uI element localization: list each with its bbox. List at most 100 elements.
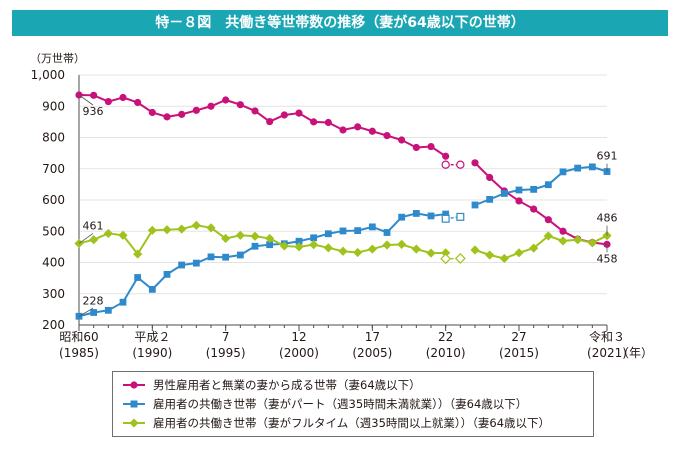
data-point	[339, 227, 347, 235]
x-tick-label-year: (1990)	[132, 346, 172, 360]
x-tick-label-year: (2005)	[352, 346, 392, 360]
y-tick-label: 700	[42, 162, 65, 176]
y-axis-unit: （万世帯）	[30, 52, 85, 65]
x-tick-label-year: (2000)	[279, 346, 319, 360]
data-point	[147, 225, 157, 235]
x-tick-label-era: 27	[511, 330, 526, 344]
grid-lines	[79, 74, 607, 295]
data-point	[441, 248, 451, 258]
data-point	[515, 197, 523, 205]
data-label-leader	[78, 233, 94, 244]
data-point	[559, 168, 567, 176]
data-point	[251, 107, 259, 115]
data-label: 461	[83, 219, 104, 232]
hollow-data-point	[454, 252, 466, 264]
data-point	[310, 118, 318, 126]
x-tick-label-year: (1995)	[206, 346, 246, 360]
data-label: 936	[83, 105, 104, 118]
data-point	[104, 306, 112, 314]
data-point	[162, 225, 172, 235]
series-lines	[74, 91, 612, 320]
data-point	[485, 250, 495, 260]
data-point	[500, 190, 508, 197]
figure-title: 特－８図 共働き等世帯数の推移（妻が64歳以下の世帯）	[155, 15, 525, 31]
data-point	[529, 243, 539, 253]
y-tick-label: 900	[42, 99, 65, 113]
data-point	[530, 185, 538, 193]
figure-title-bar: 特－８図 共働き等世帯数の推移（妻が64歳以下の世帯）	[12, 10, 668, 36]
data-point	[514, 248, 524, 258]
legend-label: 男性雇用者と無業の妻から成る世帯（妻64歳以下）	[153, 378, 421, 392]
data-point	[178, 261, 186, 269]
series-line-2	[474, 234, 608, 260]
y-tick-label: 200	[42, 318, 65, 332]
data-point	[279, 241, 289, 251]
data-point	[310, 234, 318, 242]
data-label: 228	[83, 294, 104, 307]
x-tick-label-year: (2021)	[587, 346, 627, 360]
data-point	[544, 181, 552, 189]
data-label-leader	[78, 307, 94, 317]
data-point	[266, 241, 274, 249]
data-point	[368, 127, 376, 135]
data-point	[367, 244, 377, 254]
legend-swatch-diamond	[123, 418, 145, 428]
data-point	[280, 111, 288, 119]
x-tick-label-era: 昭和60	[59, 330, 98, 344]
data-point	[411, 244, 421, 254]
data-point	[104, 97, 112, 106]
data-point	[368, 223, 376, 231]
legend: 男性雇用者と無業の妻から成る世帯（妻64歳以下） 雇用者の共働き世帯（妻がパート…	[112, 371, 594, 437]
data-point	[354, 123, 362, 131]
data-point	[324, 230, 332, 238]
data-point	[588, 163, 596, 171]
x-tick-label-era: 12	[291, 330, 306, 344]
data-point	[543, 231, 553, 241]
legend-item-dual-income-full-time: 雇用者の共働き世帯（妻がフルタイム（週35時間以上就業））（妻64歳以下）	[123, 414, 550, 432]
data-point	[427, 212, 435, 220]
x-tick-label-era: 22	[438, 330, 453, 344]
data-point	[90, 91, 98, 99]
data-point	[323, 243, 333, 253]
data-point	[251, 242, 259, 250]
data-point	[221, 233, 231, 244]
hollow-data-point	[441, 214, 450, 223]
data-point	[118, 230, 128, 240]
data-labels: 936 228 461 691 486 458	[78, 94, 618, 317]
data-point	[119, 93, 127, 102]
data-point	[574, 164, 582, 172]
data-label: 458	[597, 252, 618, 265]
data-point	[427, 142, 435, 151]
data-point	[177, 224, 187, 234]
x-tick-label-year: (1985)	[59, 346, 99, 360]
data-point	[207, 102, 215, 110]
data-point	[383, 132, 391, 140]
data-point	[383, 229, 391, 236]
x-tick-label-era: 17	[365, 330, 380, 344]
y-tick-label: 1,000	[31, 68, 65, 82]
y-tick-label: 300	[42, 287, 65, 301]
data-point	[530, 205, 538, 213]
x-tick-label-year: (2010)	[426, 346, 466, 360]
data-point	[178, 110, 186, 118]
data-point	[398, 213, 406, 221]
data-point	[163, 270, 171, 278]
legend-label: 雇用者の共働き世帯（妻がパート（週35時間未満就業））（妻64歳以下）	[153, 397, 528, 411]
data-point	[309, 240, 319, 250]
data-point	[324, 118, 332, 127]
data-point	[192, 259, 200, 267]
data-point	[397, 239, 407, 249]
y-tick-label: 600	[42, 193, 65, 207]
legend-swatch-square	[123, 400, 145, 408]
data-point	[470, 245, 480, 255]
data-point	[426, 248, 436, 258]
data-point	[222, 96, 230, 104]
data-point	[559, 227, 567, 235]
data-point	[148, 285, 156, 293]
data-label: 691	[597, 150, 618, 163]
data-point	[486, 195, 494, 203]
data-point	[89, 235, 99, 245]
data-point	[573, 235, 583, 245]
data-point	[294, 242, 304, 252]
